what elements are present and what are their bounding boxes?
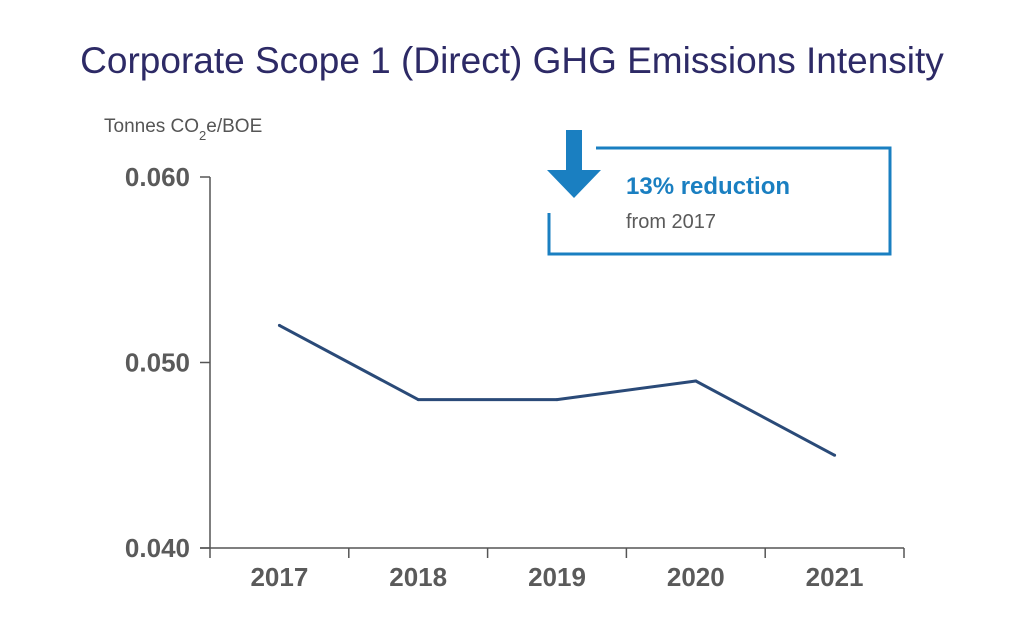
y-tick-label: 0.060 [125, 162, 190, 192]
data-point-2020 [694, 379, 698, 383]
y-axis-label-sub: 2 [199, 128, 206, 143]
y-axis-label-pre: Tonnes CO [104, 116, 199, 137]
callout-subtext: from 2017 [626, 211, 716, 233]
down-arrow-icon [547, 130, 601, 198]
y-tick-label: 0.040 [125, 533, 190, 563]
x-tick-label: 2019 [528, 562, 586, 592]
series-line [278, 324, 836, 457]
data-point-2019 [555, 398, 559, 402]
x-tick-label: 2020 [667, 562, 725, 592]
data-point-2021 [833, 453, 837, 457]
callout-frame [547, 146, 892, 256]
y-axis-label: Tonnes CO2e/BOE [104, 116, 262, 143]
x-tick-label: 2017 [250, 562, 308, 592]
x-tick-label: 2021 [806, 562, 864, 592]
y-axis-label-post: e/BOE [206, 116, 262, 137]
data-point-2018 [416, 398, 420, 402]
reduction-callout: 13% reduction from 2017 [547, 130, 892, 256]
chart-title: Corporate Scope 1 (Direct) GHG Emissions… [80, 40, 944, 81]
callout-headline: 13% reduction [626, 173, 790, 200]
x-tick-label: 2018 [389, 562, 447, 592]
y-tick-label: 0.050 [125, 348, 190, 378]
data-point-2017 [277, 323, 281, 327]
